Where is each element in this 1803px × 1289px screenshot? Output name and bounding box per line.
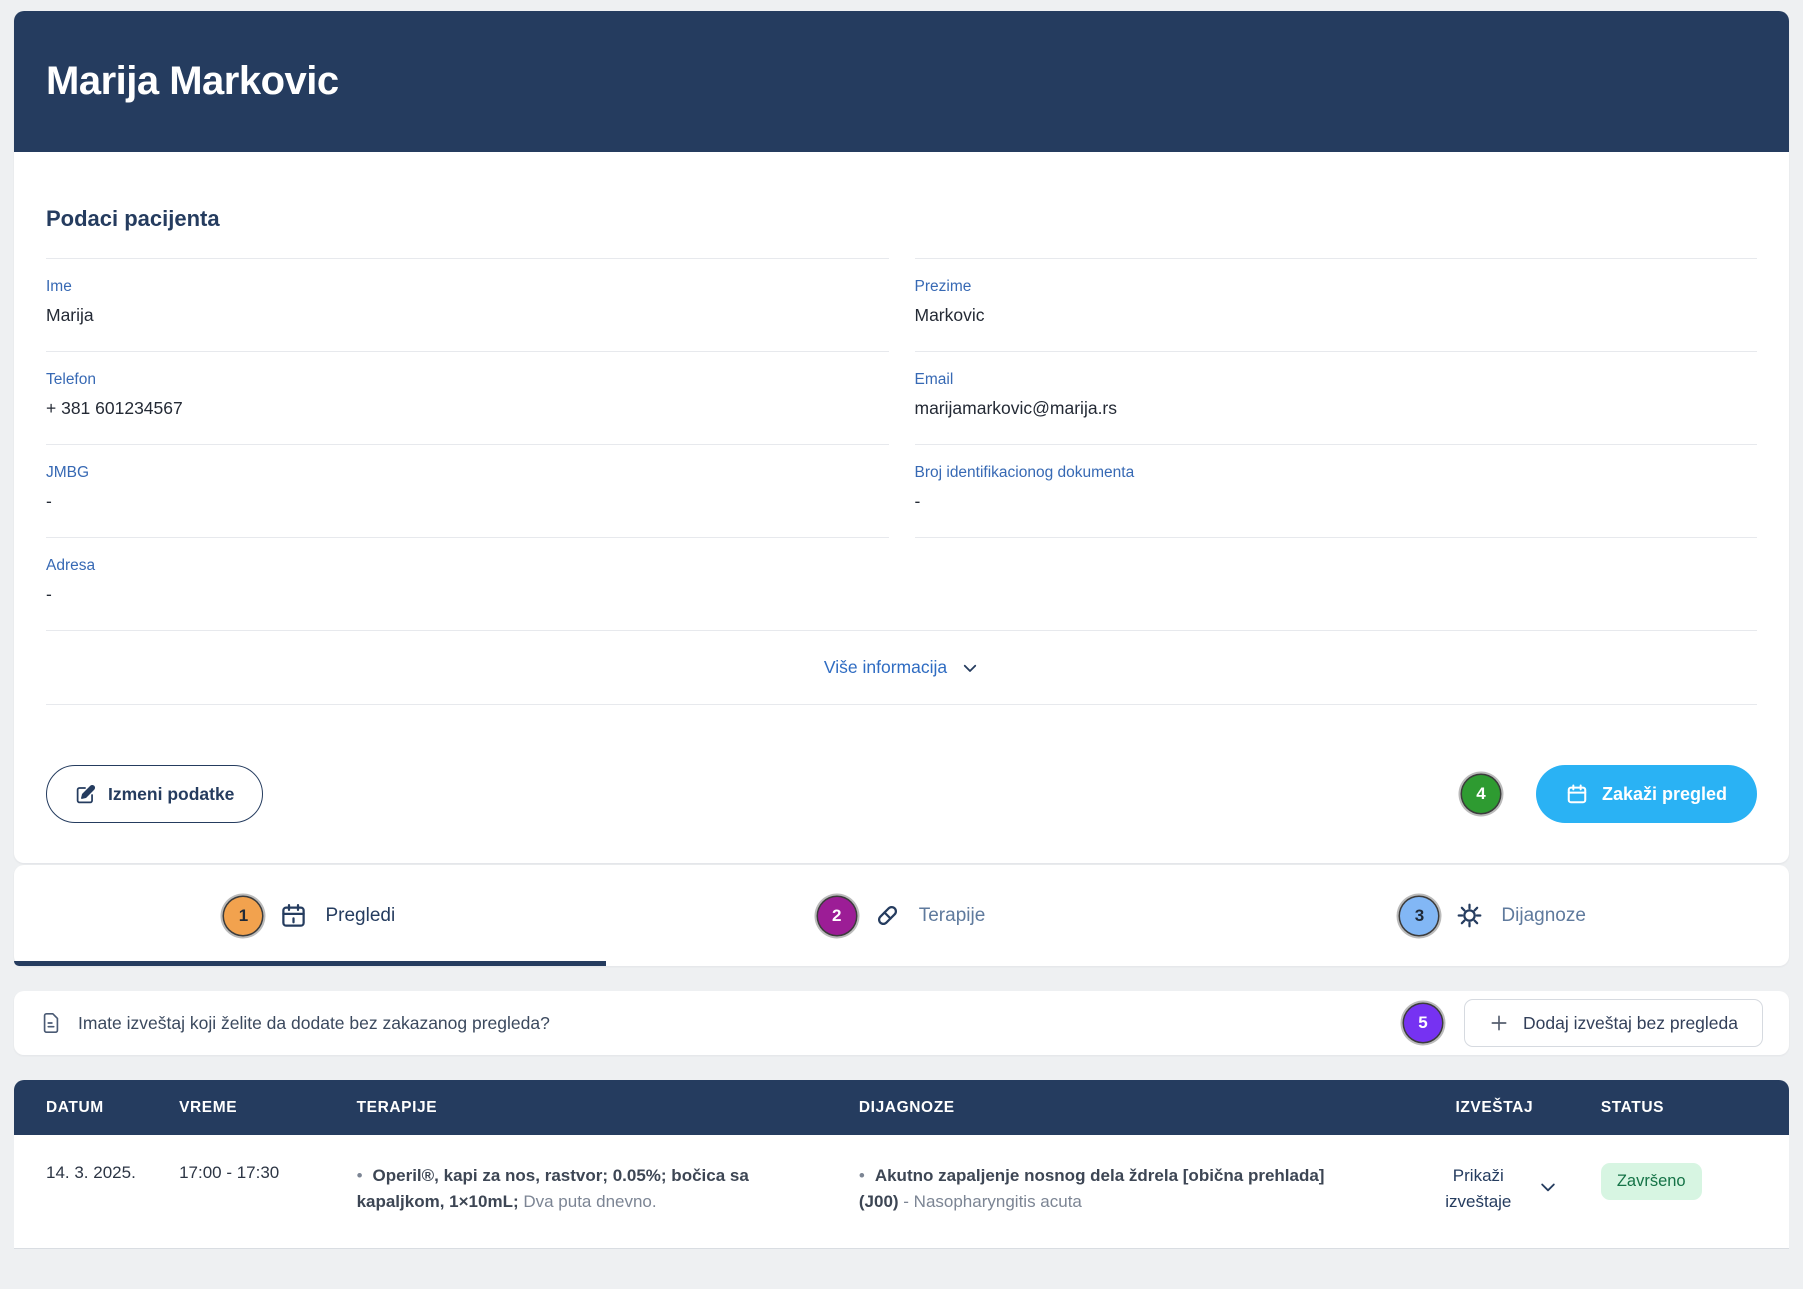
field-value: - — [46, 491, 52, 511]
tab-pregledi[interactable]: 1 Pregledi — [14, 865, 606, 966]
pill-icon — [874, 902, 901, 929]
active-tab-underline — [14, 961, 606, 966]
field-broj-dokumenta: Broj identifikacionog dokumenta - — [914, 444, 1757, 537]
page-title: Marija Markovic — [46, 59, 339, 103]
field-jmbg: JMBG - — [46, 444, 889, 537]
tab-terapije[interactable]: 2 Terapije — [606, 865, 1198, 966]
annotation-badge-1: 1 — [224, 896, 263, 935]
field-ime: Ime Marija — [46, 258, 889, 351]
tab-label: Dijagnoze — [1501, 904, 1586, 926]
field-label: Adresa — [46, 557, 96, 574]
field-adresa: Adresa - — [46, 537, 889, 630]
cell-datum: 14. 3. 2025. — [46, 1163, 136, 1182]
annotation-badge-4: 4 — [1461, 775, 1500, 813]
more-info-toggle[interactable]: Više informacija — [824, 657, 979, 678]
calendar-icon — [280, 902, 307, 929]
field-telefon: Telefon + 381 601234567 — [46, 351, 889, 444]
report-question-wrap: Imate izveštaj koji želite da dodate bez… — [40, 1012, 550, 1034]
cell-izvestaj: Prikaži izveštaje — [1388, 1163, 1601, 1216]
annotation-badge-2: 2 — [817, 896, 856, 935]
field-prezime: Prezime Markovic — [914, 258, 1757, 351]
dijagnoza-name: Akutno zapaljenje nosnog dela ždrela [ob… — [858, 1166, 1325, 1212]
field-value: Markovic — [914, 305, 985, 325]
schedule-exam-button[interactable]: Zakaži pregled — [1535, 765, 1757, 823]
table-row: 14. 3. 2025. 17:00 - 17:30 • Operil®, kap… — [14, 1135, 1789, 1249]
edit-data-label: Izmeni podatke — [108, 783, 235, 804]
document-icon — [40, 1012, 62, 1034]
report-info-bar: Imate izveštaj koji želite da dodate bez… — [14, 991, 1789, 1055]
field-label: Email — [914, 371, 954, 388]
field-label: Prezime — [914, 278, 972, 295]
patient-page: Marija Markovic Podaci pacijenta Ime Mar… — [14, 11, 1789, 1249]
tabs-bar: 1 Pregledi 2 Terapije 3 Dijagnoze — [14, 865, 1789, 966]
column-header-datum: DATUM — [46, 1098, 104, 1116]
section-title: Podaci pacijenta — [46, 206, 220, 231]
annotation-badge-5: 5 — [1404, 1004, 1442, 1042]
field-value: Marija — [46, 305, 94, 325]
edit-pencil-icon — [75, 784, 96, 805]
tab-label: Pregledi — [325, 904, 396, 926]
virus-icon — [1456, 902, 1483, 929]
patient-header: Marija Markovic — [14, 11, 1789, 152]
field-value: - — [914, 491, 921, 511]
add-report-button[interactable]: Dodaj izveštaj bez pregleda — [1464, 999, 1763, 1047]
column-header-status: STATUS — [1600, 1098, 1665, 1116]
report-actions: 5 Dodaj izveštaj bez pregleda — [1404, 999, 1763, 1047]
bullet-icon: • — [858, 1166, 865, 1185]
dijagnoza-latin: - Nasopharyngitis acuta — [898, 1192, 1082, 1212]
patient-body: Podaci pacijenta Ime Marija Prezime Mark… — [14, 152, 1789, 863]
plus-icon — [1489, 1013, 1509, 1033]
tab-label: Terapije — [918, 904, 986, 926]
table-header: DATUM VREME TERAPIJE DIJAGNOZE IZVEŠTAJ … — [14, 1080, 1789, 1135]
column-header-izvestaj: IZVEŠTAJ — [1455, 1098, 1534, 1116]
status-badge: Završeno — [1600, 1163, 1702, 1200]
calendar-icon — [1566, 783, 1588, 805]
annotation-badge-3: 3 — [1400, 896, 1439, 935]
field-label: Broj identifikacionog dokumenta — [914, 464, 1135, 481]
column-header-dijagnoze: DIJAGNOZE — [858, 1098, 955, 1116]
chevron-down-icon[interactable] — [1538, 1163, 1558, 1197]
edit-data-button[interactable]: Izmeni podatke — [46, 765, 264, 823]
appointments-table: DATUM VREME TERAPIJE DIJAGNOZE IZVEŠTAJ … — [14, 1080, 1789, 1249]
field-empty — [914, 537, 1757, 630]
cell-dijagnoze: • Akutno zapaljenje nosnog dela ždrela [o… — [859, 1163, 1388, 1216]
field-value: + 381 601234567 — [46, 398, 183, 418]
cell-terapije: • Operil®, kapi za nos, rastvor; 0.05%; b… — [357, 1163, 859, 1216]
cell-vreme: 17:00 - 17:30 — [179, 1163, 280, 1182]
more-info-label: Više informacija — [823, 657, 948, 677]
bullet-icon: • — [356, 1166, 363, 1185]
field-email: Email marijamarkovic@marija.rs — [914, 351, 1757, 444]
column-header-vreme: VREME — [179, 1098, 238, 1116]
more-info-row: Više informacija — [46, 630, 1757, 705]
field-label: Telefon — [46, 371, 96, 388]
field-label: JMBG — [46, 464, 90, 481]
field-value: marijamarkovic@marija.rs — [914, 398, 1118, 418]
tab-dijagnoze[interactable]: 3 Dijagnoze — [1197, 865, 1789, 966]
field-value: - — [46, 584, 52, 604]
column-header-terapije: TERAPIJE — [356, 1098, 438, 1116]
terapija-dosage: Dva puta dnevno. — [518, 1192, 657, 1212]
terapija-name: Operil®, kapi za nos, rastvor; 0.05%; bo… — [356, 1166, 749, 1212]
field-label: Ime — [46, 278, 72, 295]
patient-fields-grid: Ime Marija Prezime Markovic Telefon + 38… — [46, 258, 1757, 630]
actions-right: 4 Zakaži pregled — [1461, 765, 1757, 823]
chevron-down-icon — [961, 659, 979, 677]
actions-row: Izmeni podatke 4 Zakaži pregled — [46, 765, 1757, 863]
add-report-label: Dodaj izveštaj bez pregleda — [1523, 1012, 1738, 1033]
show-reports-link[interactable]: Prikaži izveštaje — [1445, 1166, 1512, 1212]
schedule-exam-label: Zakaži pregled — [1601, 783, 1727, 804]
report-question: Imate izveštaj koji želite da dodate bez… — [78, 1012, 550, 1033]
patient-card: Marija Markovic Podaci pacijenta Ime Mar… — [14, 11, 1789, 863]
cell-status: Završeno — [1600, 1163, 1789, 1216]
